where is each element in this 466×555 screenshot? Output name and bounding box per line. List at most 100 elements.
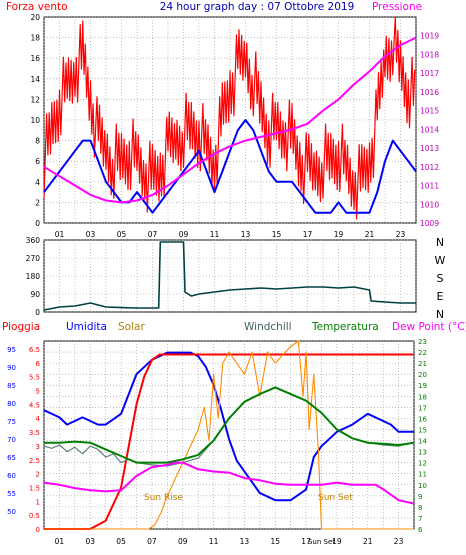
wind-direction-tick: 360 xyxy=(26,236,41,245)
wind-direction-tick: 0 xyxy=(35,308,40,317)
windchill-line xyxy=(43,386,415,467)
humidity-tick: 65 xyxy=(7,454,16,462)
hour-tick: 03 xyxy=(85,537,95,546)
hour-tick: 13 xyxy=(241,230,251,239)
hour-tick: 23 xyxy=(394,537,404,546)
hour-tick: 19 xyxy=(332,537,342,546)
temperature-tick: 9 xyxy=(418,493,422,501)
temperature-tick: 12 xyxy=(418,460,427,468)
temperature-tick: 6 xyxy=(418,526,423,534)
dewpoint-title: Dew Point (°C) xyxy=(392,321,466,333)
humidity-line xyxy=(43,351,414,502)
wind-force-tick: 12 xyxy=(30,95,40,104)
hour-tick: 03 xyxy=(86,230,96,239)
hour-tick: 05 xyxy=(116,537,126,546)
rain-tick: 4 xyxy=(36,415,41,423)
pressure-line xyxy=(43,36,417,204)
hour-tick: 21 xyxy=(363,537,373,546)
temperature-tick: 7 xyxy=(418,515,422,523)
pressure-tick: 1017 xyxy=(420,69,439,78)
temperature-tick: 14 xyxy=(418,438,427,446)
multi-hour-axis: 01 03 05 07 09 11 13 15 17 19 21 23 Sun Set xyxy=(55,537,404,546)
temperature-tick: 16 xyxy=(418,415,427,423)
pressure-tick: 1013 xyxy=(420,144,439,153)
temperature-tick: 10 xyxy=(418,482,427,490)
hour-tick: 13 xyxy=(240,537,250,546)
temperature-tick: 18 xyxy=(418,393,427,401)
wind-force-tick: 16 xyxy=(30,54,40,63)
temperature-tick: 15 xyxy=(418,426,427,434)
pressure-axis: 1009 1010 1011 1012 1013 1014 1015 1016 1017 1018… xyxy=(420,32,439,228)
humidity-tick: 75 xyxy=(7,418,16,426)
rain-tick: 2 xyxy=(36,471,40,479)
wind-speed-line xyxy=(43,119,417,214)
sun-set-label: Sun Set xyxy=(318,493,353,503)
multi-panel: Pioggia Umidita Solar Windchill Temperat… xyxy=(2,321,466,546)
hour-tick: 15 xyxy=(272,230,282,239)
rain-tick: 5.5 xyxy=(29,374,40,382)
pressure-tick: 1016 xyxy=(420,88,439,97)
rain-tick: 0 xyxy=(36,526,40,534)
humidity-tick: 85 xyxy=(7,382,16,390)
rain-tick: 2.5 xyxy=(29,457,40,465)
hour-tick: 15 xyxy=(270,537,280,546)
wind-direction-series xyxy=(43,241,416,311)
wind-force-axis: 0 2 4 6 8 10 12 14 16 18 20 xyxy=(30,13,40,228)
pressure-tick: 1010 xyxy=(420,200,439,209)
wind-force-tick: 8 xyxy=(35,137,40,146)
temperature-axis: 6 7 8 9 10 11 12 13 14 15 16 17 18 19 20 21 22 23 xyxy=(418,338,427,534)
compass-label: N xyxy=(436,308,444,321)
wind-pressure-hour-axis: 01 03 05 07 09 11 13 15 17 19 21 23 xyxy=(55,230,406,239)
pressure-title: Pressione xyxy=(372,1,422,13)
wind-direction-grid xyxy=(43,239,417,313)
humidity-axis: 50 55 60 65 70 75 80 85 90 95 xyxy=(7,346,16,516)
temperature-tick: 13 xyxy=(418,449,427,457)
temperature-title: Temperatura xyxy=(311,321,379,333)
humidity-tick: 50 xyxy=(7,508,16,516)
humidity-tick: 90 xyxy=(7,364,16,372)
sun-set-tick: Sun Set xyxy=(308,538,335,546)
humidity-title: Umidita xyxy=(66,321,107,333)
hour-tick: 17 xyxy=(303,230,313,239)
temperature-tick: 20 xyxy=(418,371,427,379)
rain-title: Pioggia xyxy=(2,321,40,333)
wind-force-tick: 4 xyxy=(35,178,40,187)
sun-rise-label: Sun Rise xyxy=(144,493,183,503)
temperature-tick: 11 xyxy=(418,471,427,479)
temperature-tick: 23 xyxy=(418,338,427,346)
hour-tick: 17 xyxy=(301,537,311,546)
chart-title: 24 hour graph day : 07 Ottobre 2019 xyxy=(160,1,355,13)
hour-tick: 07 xyxy=(147,537,157,546)
hour-tick: 09 xyxy=(178,537,188,546)
temperature-tick: 17 xyxy=(418,404,427,412)
humidity-tick: 95 xyxy=(7,346,16,354)
wind-pressure-series xyxy=(43,16,417,220)
compass-label: N xyxy=(436,236,444,249)
hour-tick: 01 xyxy=(55,537,65,546)
multi-grid xyxy=(43,340,415,530)
windchill-title: Windchill xyxy=(244,321,292,333)
hour-tick: 05 xyxy=(117,230,127,239)
pressure-tick: 1011 xyxy=(420,182,439,191)
pressure-tick: 1009 xyxy=(420,219,439,228)
wind-force-tick: 2 xyxy=(35,198,40,207)
compass-label: E xyxy=(437,290,444,303)
solar-line xyxy=(44,340,414,530)
rain-tick: 3.5 xyxy=(29,429,40,437)
wind-force-tick: 20 xyxy=(30,13,40,22)
rain-line xyxy=(44,353,414,530)
rain-tick: 4.5 xyxy=(29,401,40,409)
rain-tick: 1.5 xyxy=(29,484,40,492)
wind-force-tick: 10 xyxy=(30,116,40,125)
hour-tick: 19 xyxy=(334,230,344,239)
humidity-tick: 70 xyxy=(7,436,16,444)
hour-tick: 11 xyxy=(209,537,219,546)
temperature-line xyxy=(44,386,415,464)
wind-force-tick: 14 xyxy=(30,75,40,84)
hour-tick: 21 xyxy=(365,230,375,239)
pressure-tick: 1018 xyxy=(420,50,439,59)
wind-force-tick: 6 xyxy=(35,157,40,166)
